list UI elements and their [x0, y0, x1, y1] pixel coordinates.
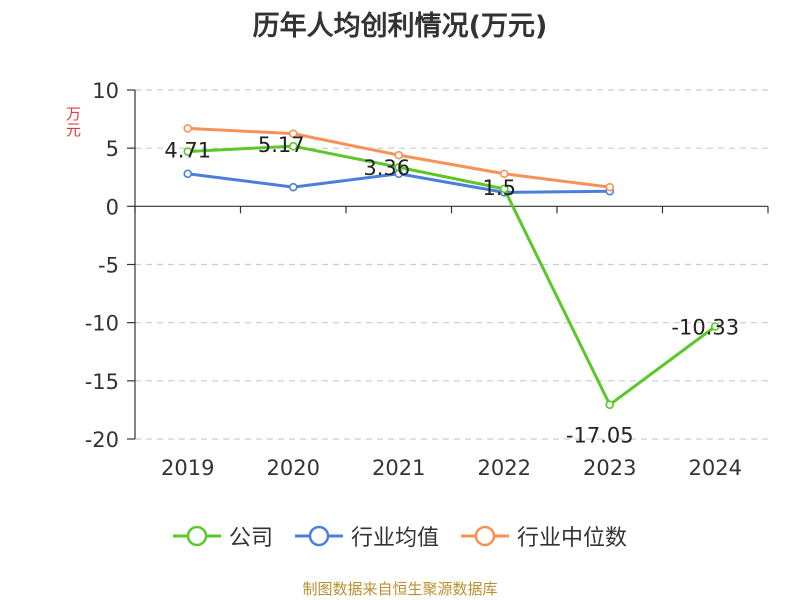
x-tick-label: 2024: [689, 456, 742, 480]
y-tick-label: 0: [106, 195, 119, 219]
x-tick-label: 2019: [161, 456, 214, 480]
data-point: [710, 322, 720, 331]
legend-label: 公司: [228, 526, 273, 551]
data-label: 5.17: [258, 133, 305, 157]
legend-label: 行业中位数: [517, 526, 628, 551]
y-tick-label: -15: [85, 370, 119, 394]
y-tick-label: -5: [98, 254, 119, 278]
y-tick-label: -20: [85, 428, 119, 452]
legend-item[interactable]: 行业均值: [294, 520, 439, 552]
series-line: [187, 144, 717, 407]
data-point: [499, 169, 509, 179]
data-point: [605, 182, 615, 192]
legend-item[interactable]: 行业中位数: [461, 520, 627, 552]
y-tick-label: -10: [85, 312, 119, 336]
legend-marker-icon: [172, 525, 221, 547]
data-point: [183, 169, 193, 179]
data-point: [499, 184, 509, 194]
y-tick-label: 10: [92, 79, 119, 103]
data-label: 3.36: [363, 156, 410, 180]
y-axis-unit-label: 万元: [64, 106, 82, 138]
data-label: 1.5: [483, 176, 516, 200]
legend: 公司 行业均值 行业中位数: [0, 520, 800, 552]
data-point: [288, 141, 298, 151]
legend-item[interactable]: 公司: [172, 520, 273, 552]
data-point: [183, 147, 193, 156]
data-point: [288, 129, 298, 138]
data-point: [605, 400, 615, 409]
data-label: -10.33: [671, 316, 739, 340]
x-tick-label: 2022: [478, 456, 531, 480]
legend-marker-icon: [461, 525, 509, 547]
x-tick-label: 2023: [583, 456, 636, 480]
data-point: [394, 150, 404, 160]
data-point: [394, 162, 404, 172]
data-label: 4.71: [164, 139, 211, 163]
data-label: -17.05: [566, 424, 634, 448]
legend-label: 行业均值: [350, 526, 439, 551]
x-tick-label: 2021: [372, 456, 425, 480]
legend-marker-icon: [294, 525, 343, 547]
y-tick-label: 5: [106, 137, 119, 161]
source-note: 制图数据来自恒生聚源数据库: [302, 580, 498, 598]
chart-title: 历年人均创利情况(万元): [252, 11, 548, 42]
x-tick-label: 2020: [267, 456, 320, 480]
data-point: [183, 124, 193, 133]
data-point: [288, 182, 298, 192]
